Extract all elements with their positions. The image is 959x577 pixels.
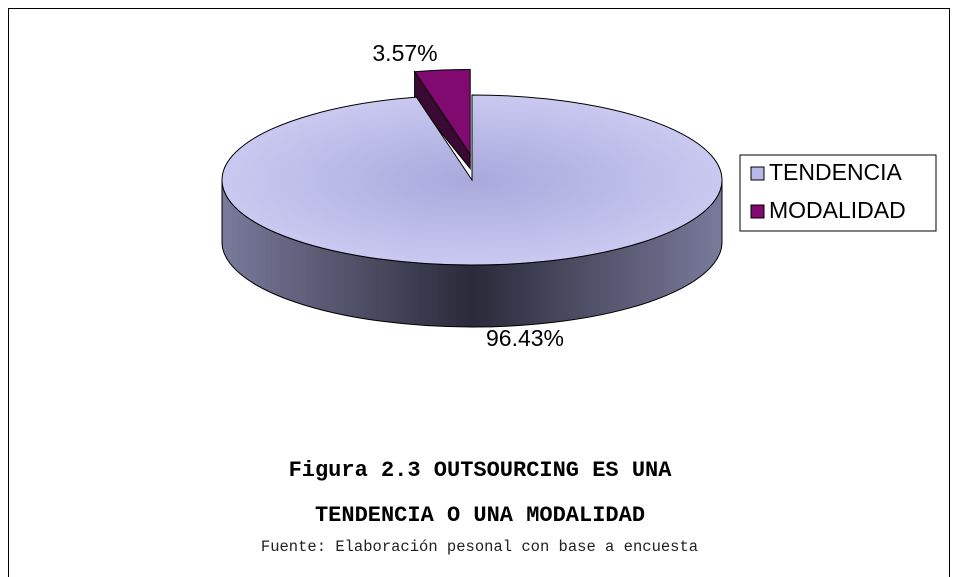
pie-slice [221, 94, 723, 266]
legend-box [739, 154, 937, 232]
legend-label: TENDENCIA [769, 159, 903, 185]
data-label: 3.57% [372, 40, 437, 66]
pie-slice [413, 69, 471, 157]
legend-swatch [750, 204, 765, 219]
legend-label: MODALIDAD [769, 197, 906, 223]
source-note: Fuente: Elaboración pesonal con base a e… [260, 538, 699, 556]
chart-frame [8, 8, 950, 577]
chart-title: Figura 2.3 OUTSOURCING ES UNA TENDENCIA … [288, 458, 672, 528]
legend-swatch [750, 166, 765, 181]
data-label: 96.43% [486, 325, 564, 351]
